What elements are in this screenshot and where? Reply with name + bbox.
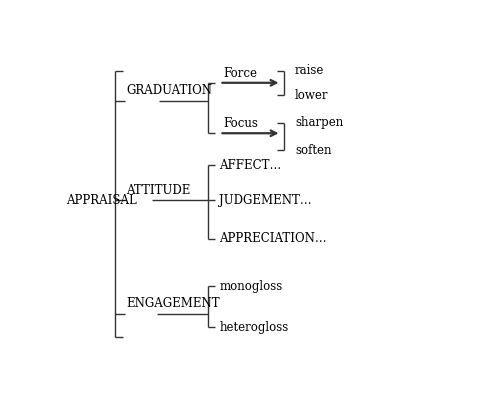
Text: APPRAISAL: APPRAISAL (66, 194, 137, 207)
Text: raise: raise (295, 64, 324, 77)
Text: APPRECIATION…: APPRECIATION… (220, 232, 327, 245)
Text: lower: lower (295, 89, 328, 102)
Text: Force: Force (224, 67, 258, 80)
Text: soften: soften (295, 144, 332, 156)
Text: heterogloss: heterogloss (220, 321, 288, 334)
Text: AFFECT…: AFFECT… (220, 159, 282, 172)
Text: Focus: Focus (224, 117, 258, 130)
Text: GRADUATION: GRADUATION (126, 85, 212, 98)
Text: ENGAGEMENT: ENGAGEMENT (126, 297, 220, 310)
Text: ATTITUDE: ATTITUDE (126, 184, 191, 197)
Text: monogloss: monogloss (220, 279, 282, 293)
Text: JUDGEMENT…: JUDGEMENT… (220, 194, 312, 207)
Text: sharpen: sharpen (295, 116, 343, 129)
